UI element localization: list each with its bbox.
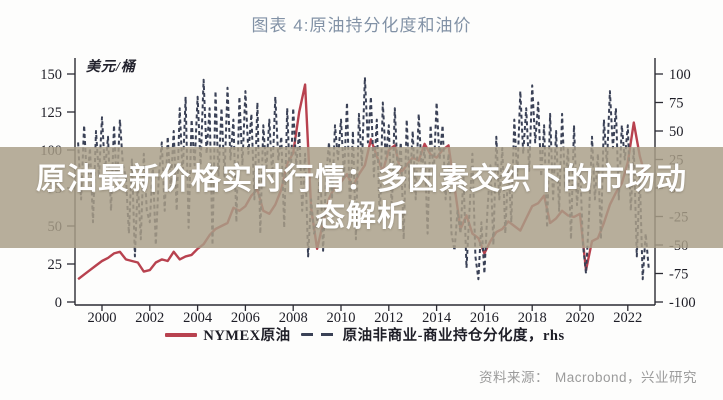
headline-text: 原油最新价格实时行情：多因素交织下的市场动态解析 <box>36 162 687 233</box>
left-tick-label: 25 <box>48 257 63 273</box>
source-value: Macrobond，兴业研究 <box>554 370 697 385</box>
headline-banner: 原油最新价格实时行情：多因素交织下的市场动态解析 <box>0 147 723 248</box>
x-tick-label: 2012 <box>374 310 403 326</box>
x-tick-label: 2020 <box>566 310 595 326</box>
x-tick-label: 2022 <box>613 310 642 326</box>
x-tick-label: 2000 <box>88 310 117 326</box>
axis-unit-label: 美元/桶 <box>86 60 136 75</box>
left-tick-label: 0 <box>55 295 62 311</box>
x-tick-label: 2004 <box>183 310 213 326</box>
right-tick-label: 100 <box>669 67 691 83</box>
dashed-line-swatch-icon <box>300 332 337 337</box>
data-source: 资料来源： Macrobond，兴业研究 <box>479 366 697 386</box>
x-tick-label: 2002 <box>135 310 164 326</box>
x-tick-label: 2010 <box>327 310 356 326</box>
legend-label: 原油非商业-商业持仓分化度，rhs <box>342 328 565 344</box>
x-tick-label: 2008 <box>279 310 308 326</box>
left-tick-label: 125 <box>40 105 62 121</box>
x-tick-label: 2018 <box>518 310 547 326</box>
legend-item-nymex: NYMEX原油 <box>165 324 290 345</box>
chart-title: 图表 4:原油持分化度和油价 <box>251 16 472 35</box>
x-tick-label: 2014 <box>422 310 452 326</box>
chart-legend: NYMEX原油 原油非商业-商业持仓分化度，rhs <box>75 324 655 345</box>
right-tick-label: 75 <box>669 96 684 112</box>
right-tick-label: -100 <box>669 295 696 311</box>
right-tick-label: 50 <box>669 124 684 140</box>
x-tick-label: 2006 <box>231 310 260 326</box>
left-tick-label: 150 <box>40 67 62 83</box>
right-tick-label: -75 <box>669 267 688 283</box>
x-tick-label: 2016 <box>470 310 499 326</box>
solid-line-swatch-icon <box>165 332 198 337</box>
source-label: 资料来源： <box>478 370 549 385</box>
legend-label: NYMEX原油 <box>203 328 291 344</box>
legend-item-differentiation: 原油非商业-商业持仓分化度，rhs <box>300 324 565 345</box>
